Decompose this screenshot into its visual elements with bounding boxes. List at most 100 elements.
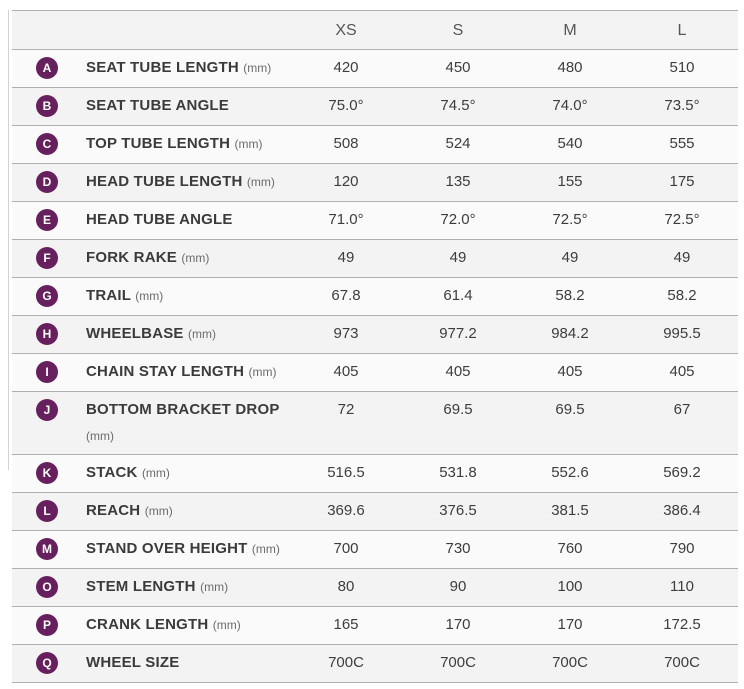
row-badge: I bbox=[36, 361, 58, 383]
row-label: STEM LENGTH bbox=[86, 578, 196, 595]
size-value: 90 bbox=[402, 568, 514, 607]
table-row: F FORK RAKE (mm) 49 49 49 49 bbox=[12, 239, 738, 278]
size-value: 155 bbox=[514, 163, 626, 202]
size-value: 760 bbox=[514, 530, 626, 569]
size-value: 73.5° bbox=[626, 87, 738, 126]
size-value: 135 bbox=[402, 163, 514, 202]
size-value: 49 bbox=[402, 239, 514, 278]
row-unit: (mm) bbox=[243, 61, 272, 75]
size-value: 730 bbox=[402, 530, 514, 569]
table-row: K STACK (mm) 516.5 531.8 552.6 569.2 bbox=[12, 454, 738, 493]
row-badge: D bbox=[36, 171, 58, 193]
size-value: 170 bbox=[514, 606, 626, 645]
row-label: WHEELBASE bbox=[86, 325, 184, 342]
size-value: 480 bbox=[514, 49, 626, 88]
table-row: M STAND OVER HEIGHT (mm) 700 730 760 790 bbox=[12, 530, 738, 569]
row-badge: L bbox=[36, 500, 58, 522]
size-value: 74.5° bbox=[402, 87, 514, 126]
row-label: STAND OVER HEIGHT bbox=[86, 540, 248, 557]
size-value: 100 bbox=[514, 568, 626, 607]
size-value: 67 bbox=[626, 391, 738, 455]
size-value: 71.0° bbox=[290, 201, 402, 240]
size-value: 69.5 bbox=[514, 391, 626, 455]
row-badge: P bbox=[36, 614, 58, 636]
table-row: D HEAD TUBE LENGTH (mm) 120 135 155 175 bbox=[12, 163, 738, 202]
size-value: 369.6 bbox=[290, 492, 402, 531]
size-value: 540 bbox=[514, 125, 626, 164]
size-value: 75.0° bbox=[290, 87, 402, 126]
badge-column-header bbox=[12, 10, 86, 50]
size-value: 552.6 bbox=[514, 454, 626, 493]
size-value: 700C bbox=[514, 644, 626, 683]
size-value: 516.5 bbox=[290, 454, 402, 493]
table-row: A SEAT TUBE LENGTH (mm) 420 450 480 510 bbox=[12, 49, 738, 88]
size-column-header-m: M bbox=[514, 10, 626, 50]
size-value: 72 bbox=[290, 391, 402, 455]
row-label: TRAIL bbox=[86, 287, 131, 304]
size-value: 165 bbox=[290, 606, 402, 645]
table-row: J BOTTOM BRACKET DROP (mm) 72 69.5 69.5 … bbox=[12, 391, 738, 455]
row-unit: (mm) bbox=[200, 580, 229, 594]
size-value: 120 bbox=[290, 163, 402, 202]
row-label: FORK RAKE bbox=[86, 249, 177, 266]
size-value: 790 bbox=[626, 530, 738, 569]
table-row: B SEAT TUBE ANGLE 75.0° 74.5° 74.0° 73.5… bbox=[12, 87, 738, 126]
size-value: 58.2 bbox=[514, 277, 626, 316]
table-row: O STEM LENGTH (mm) 80 90 100 110 bbox=[12, 568, 738, 607]
size-value: 405 bbox=[626, 353, 738, 392]
row-unit: (mm) bbox=[141, 466, 170, 480]
size-value: 569.2 bbox=[626, 454, 738, 493]
row-unit: (mm) bbox=[86, 429, 114, 443]
row-label: HEAD TUBE ANGLE bbox=[86, 211, 233, 228]
size-value: 172.5 bbox=[626, 606, 738, 645]
size-value: 49 bbox=[290, 239, 402, 278]
size-value: 110 bbox=[626, 568, 738, 607]
size-value: 405 bbox=[290, 353, 402, 392]
size-column-header-l: L bbox=[626, 10, 738, 50]
size-column-header-xs: XS bbox=[290, 10, 402, 50]
size-value: 700 bbox=[290, 530, 402, 569]
row-label: REACH bbox=[86, 502, 141, 519]
size-value: 72.5° bbox=[514, 201, 626, 240]
row-unit: (mm) bbox=[251, 542, 280, 556]
table-row: H WHEELBASE (mm) 973 977.2 984.2 995.5 bbox=[12, 315, 738, 354]
size-value: 531.8 bbox=[402, 454, 514, 493]
size-value: 700C bbox=[290, 644, 402, 683]
geometry-table: XS S M L A SEAT TUBE LENGTH (mm) 420 450… bbox=[12, 10, 738, 683]
size-value: 524 bbox=[402, 125, 514, 164]
size-value: 61.4 bbox=[402, 277, 514, 316]
size-value: 74.0° bbox=[514, 87, 626, 126]
row-unit: (mm) bbox=[181, 251, 210, 265]
size-value: 984.2 bbox=[514, 315, 626, 354]
row-unit: (mm) bbox=[246, 175, 275, 189]
row-unit: (mm) bbox=[188, 327, 216, 341]
size-value: 170 bbox=[402, 606, 514, 645]
row-badge: C bbox=[36, 133, 58, 155]
size-value: 995.5 bbox=[626, 315, 738, 354]
row-badge: J bbox=[36, 399, 58, 421]
row-badge: E bbox=[36, 209, 58, 231]
size-value: 700C bbox=[626, 644, 738, 683]
table-row: C TOP TUBE LENGTH (mm) 508 524 540 555 bbox=[12, 125, 738, 164]
size-value: 700C bbox=[402, 644, 514, 683]
row-badge: K bbox=[36, 462, 58, 484]
row-unit: (mm) bbox=[212, 618, 241, 632]
size-value: 376.5 bbox=[402, 492, 514, 531]
size-value: 405 bbox=[514, 353, 626, 392]
row-label: WHEEL SIZE bbox=[86, 654, 180, 671]
size-value: 49 bbox=[514, 239, 626, 278]
size-value: 381.5 bbox=[514, 492, 626, 531]
size-value: 67.8 bbox=[290, 277, 402, 316]
row-label: SEAT TUBE ANGLE bbox=[86, 97, 230, 114]
row-label: CRANK LENGTH bbox=[86, 616, 209, 633]
row-label: CHAIN STAY LENGTH bbox=[86, 363, 245, 380]
label-column-header bbox=[86, 10, 290, 50]
row-label: TOP TUBE LENGTH bbox=[86, 135, 231, 152]
size-value: 72.0° bbox=[402, 201, 514, 240]
size-header-row: XS S M L bbox=[12, 10, 738, 50]
row-unit: (mm) bbox=[135, 289, 164, 303]
table-row: I CHAIN STAY LENGTH (mm) 405 405 405 405 bbox=[12, 353, 738, 392]
table-row: P CRANK LENGTH (mm) 165 170 170 172.5 bbox=[12, 606, 738, 645]
size-value: 386.4 bbox=[626, 492, 738, 531]
